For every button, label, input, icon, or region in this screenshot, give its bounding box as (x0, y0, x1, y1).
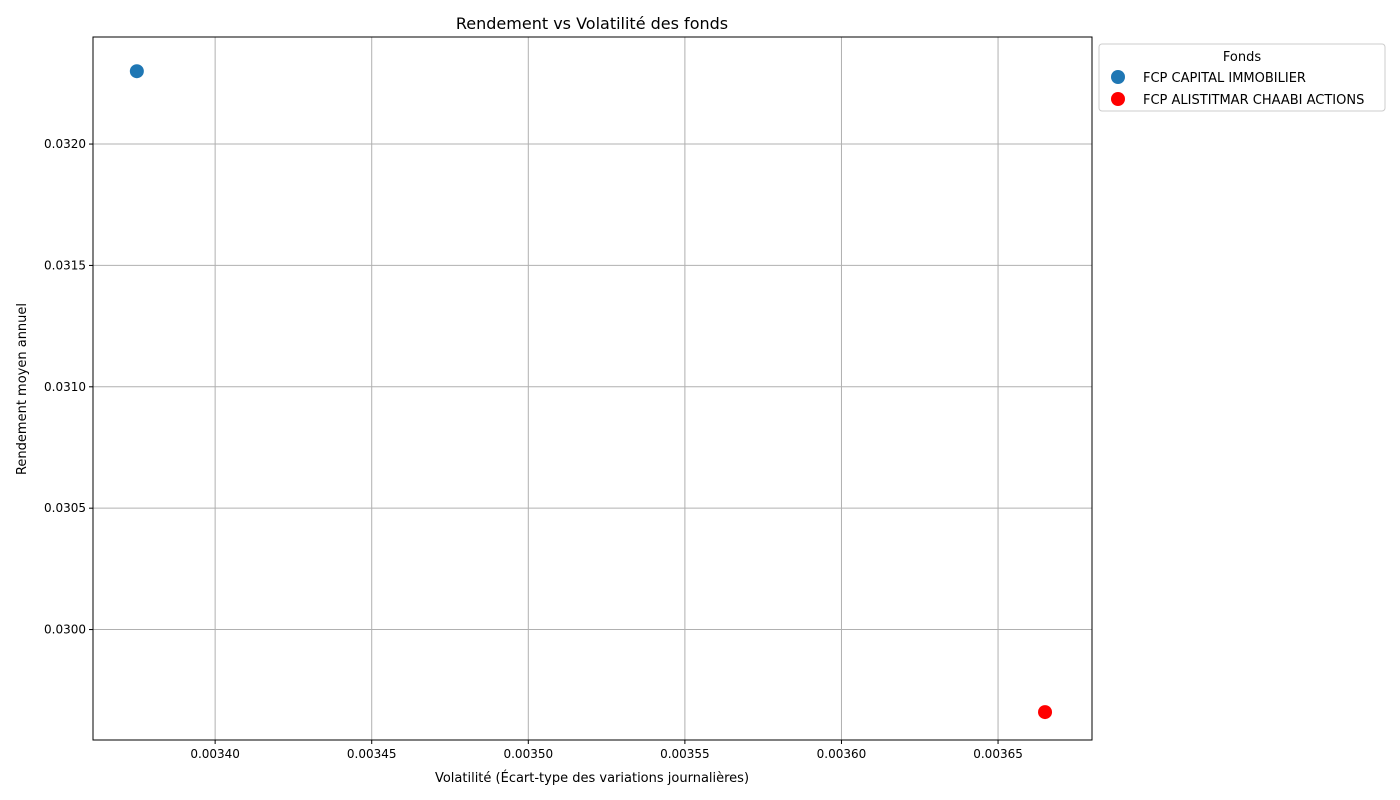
data-point-series-1 (1038, 705, 1053, 720)
legend-label-series-0: FCP CAPITAL IMMOBILIER (1143, 71, 1306, 86)
x-axis-label: Volatilité (Écart-type des variations jo… (435, 770, 749, 786)
legend-marker-series-1 (1111, 92, 1125, 106)
legend-entries: FCP CAPITAL IMMOBILIER FCP ALISTITMAR CHA… (1111, 70, 1364, 108)
data-points (129, 64, 1053, 720)
legend-label-series-1: FCP ALISTITMAR CHAABI ACTIONS (1143, 93, 1364, 108)
x-tick-label: 0.00350 (503, 747, 553, 761)
legend-title: Fonds (1223, 50, 1261, 65)
y-tick-label: 0.0320 (44, 137, 86, 151)
legend-frame (1098, 43, 1386, 112)
x-axis-ticks: 0.00340 0.00345 0.00350 0.00355 0.00360 0.003… (190, 740, 1023, 761)
y-tick-label: 0.0305 (44, 501, 86, 515)
chart-title: Rendement vs Volatilité des fonds (456, 14, 728, 33)
data-point-series-0 (129, 64, 144, 79)
x-tick-label: 0.00355 (660, 747, 710, 761)
y-tick-label: 0.0315 (44, 258, 86, 272)
plot-area-frame (92, 36, 1093, 741)
x-tick-label: 0.00360 (817, 747, 867, 761)
x-tick-label: 0.00340 (190, 747, 240, 761)
y-tick-label: 0.0310 (44, 380, 86, 394)
y-axis-ticks: 0.0300 0.0305 0.0310 0.0315 0.0320 (44, 137, 93, 637)
x-tick-label: 0.00345 (347, 747, 397, 761)
y-axis-label: Rendement moyen annuel (15, 303, 30, 475)
grid (93, 37, 1092, 740)
legend: Fonds FCP CAPITAL IMMOBILIER FCP ALISTITM… (1098, 43, 1386, 112)
legend-marker-series-0 (1111, 70, 1125, 84)
y-tick-label: 0.0300 (44, 623, 86, 637)
x-tick-label: 0.00365 (973, 747, 1023, 761)
